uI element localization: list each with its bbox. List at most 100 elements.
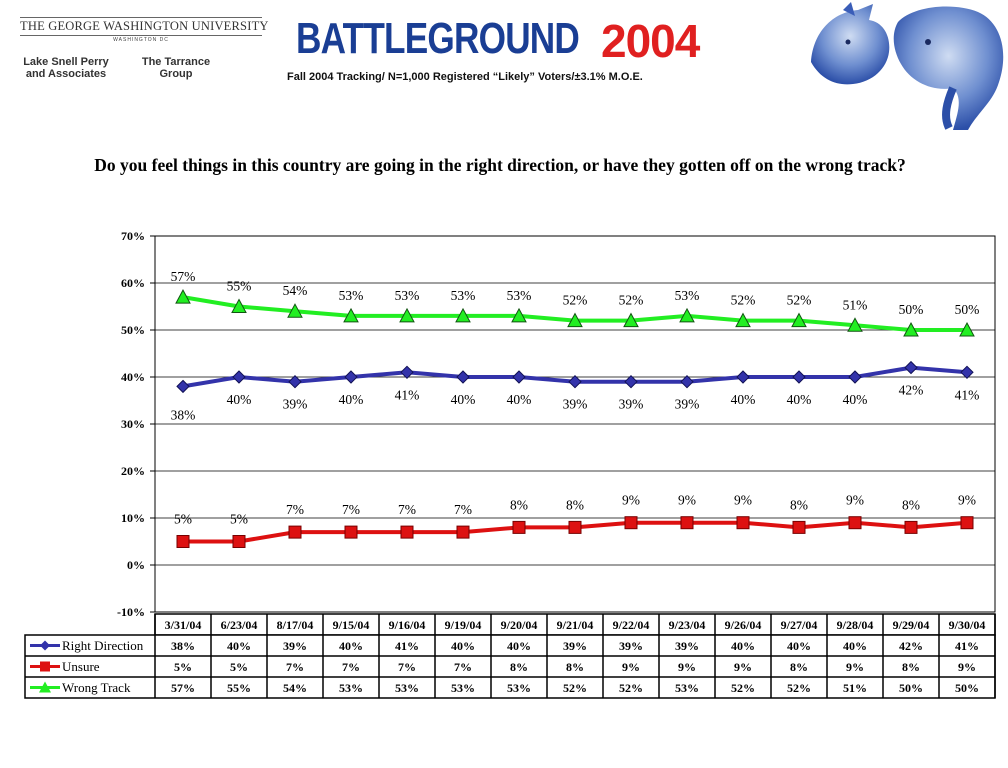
table-value: 8% [790, 660, 808, 674]
data-label: 53% [507, 288, 532, 303]
data-label: 41% [955, 387, 980, 402]
x-category-label: 9/19/04 [445, 618, 482, 632]
data-point-wrong-track [735, 312, 751, 328]
data-label: 9% [622, 493, 640, 508]
data-label: 39% [563, 397, 588, 412]
table-value: 55% [227, 681, 251, 695]
table-value: 39% [619, 639, 643, 653]
data-point-unsure [288, 525, 302, 539]
table-value: 53% [675, 681, 699, 695]
data-label: 40% [227, 392, 252, 407]
x-category-label: 9/29/04 [893, 618, 930, 632]
table-value: 52% [563, 681, 587, 695]
data-point-unsure [400, 525, 414, 539]
data-point-unsure [624, 516, 638, 530]
data-point-right-direction [960, 365, 974, 380]
table-value: 53% [395, 681, 419, 695]
data-point-wrong-track [847, 317, 863, 332]
table-value: 39% [283, 639, 307, 653]
data-label: 5% [174, 512, 192, 527]
data-point-unsure [568, 520, 582, 534]
table-value: 40% [339, 639, 363, 653]
table-value: 7% [454, 660, 472, 674]
data-label: 7% [342, 502, 360, 517]
table-value: 8% [510, 660, 528, 674]
data-point-right-direction [792, 370, 806, 384]
table-value: 53% [339, 681, 363, 695]
battleground-logo: BATTLEGROUND 2004 [296, 14, 700, 67]
x-category-label: 9/16/04 [389, 618, 426, 632]
data-point-unsure [344, 525, 358, 539]
y-tick-label: 20% [121, 464, 145, 478]
data-label: 39% [619, 397, 644, 412]
table-value: 53% [507, 681, 531, 695]
data-point-unsure [736, 516, 750, 530]
university-location: WASHINGTON DC [113, 37, 169, 43]
data-point-wrong-track [175, 289, 191, 304]
data-point-right-direction [456, 370, 470, 384]
table-value: 7% [342, 660, 360, 674]
data-point-right-direction [512, 370, 526, 384]
data-label: 57% [171, 269, 196, 284]
data-label: 52% [731, 293, 756, 308]
y-tick-label: 50% [121, 323, 145, 337]
table-value: 52% [619, 681, 643, 695]
table-value: 40% [787, 639, 811, 653]
data-label: 40% [451, 392, 476, 407]
data-label: 39% [283, 397, 308, 412]
data-point-wrong-track [959, 321, 975, 337]
table-value: 9% [622, 660, 640, 674]
table-value: 5% [230, 660, 248, 674]
table-value: 8% [566, 660, 584, 674]
table-value: 39% [675, 639, 699, 653]
table-value: 8% [902, 660, 920, 674]
university-logo: THE GEORGE WASHINGTON UNIVERSITY WASHING… [20, 17, 268, 43]
data-label: 55% [227, 279, 252, 294]
data-point-unsure [848, 516, 862, 530]
legend-marker [39, 681, 51, 693]
data-point-wrong-track [903, 321, 919, 337]
data-point-wrong-track [791, 312, 807, 328]
logo-year: 2004 [601, 15, 700, 67]
x-category-label: 6/23/04 [221, 618, 258, 632]
y-tick-label: 40% [121, 370, 145, 384]
data-point-right-direction [344, 370, 358, 384]
donkey-elephant-image [811, 2, 1004, 131]
data-point-wrong-track [567, 312, 583, 328]
legend-marker [40, 661, 50, 672]
table-value: 38% [171, 639, 195, 653]
y-tick-label: 10% [121, 511, 145, 525]
table-value: 39% [563, 639, 587, 653]
data-label: 40% [339, 392, 364, 407]
table-value: 9% [958, 660, 976, 674]
legend-series-name: Wrong Track [62, 680, 131, 695]
data-label: 52% [563, 293, 588, 308]
data-label: 52% [619, 293, 644, 308]
table-value: 9% [846, 660, 864, 674]
table-body [24, 634, 996, 699]
firm-tarrance-group: The Tarrance Group [141, 56, 211, 80]
table-value: 57% [171, 681, 195, 695]
x-category-label: 9/28/04 [837, 618, 874, 632]
x-category-label: 9/27/04 [781, 618, 818, 632]
data-point-right-direction [736, 370, 750, 384]
y-tick-label: -10% [117, 605, 145, 619]
table-value: 40% [843, 639, 867, 653]
data-label: 51% [843, 297, 868, 312]
data-label: 50% [899, 302, 924, 317]
data-point-wrong-track [343, 307, 359, 323]
data-label: 9% [678, 493, 696, 508]
table-value: 40% [731, 639, 755, 653]
legend-marker [40, 640, 50, 651]
data-label: 38% [171, 407, 196, 422]
data-point-wrong-track [623, 312, 639, 328]
data-label: 42% [899, 383, 924, 398]
data-label: 40% [843, 392, 868, 407]
data-point-unsure [232, 535, 246, 548]
x-category-label: 9/23/04 [669, 618, 706, 632]
data-point-wrong-track [511, 307, 527, 323]
table-value: 41% [955, 639, 979, 653]
table-value: 7% [398, 660, 416, 674]
firm-lake-snell-perry: Lake Snell Perry and Associates [23, 56, 109, 80]
